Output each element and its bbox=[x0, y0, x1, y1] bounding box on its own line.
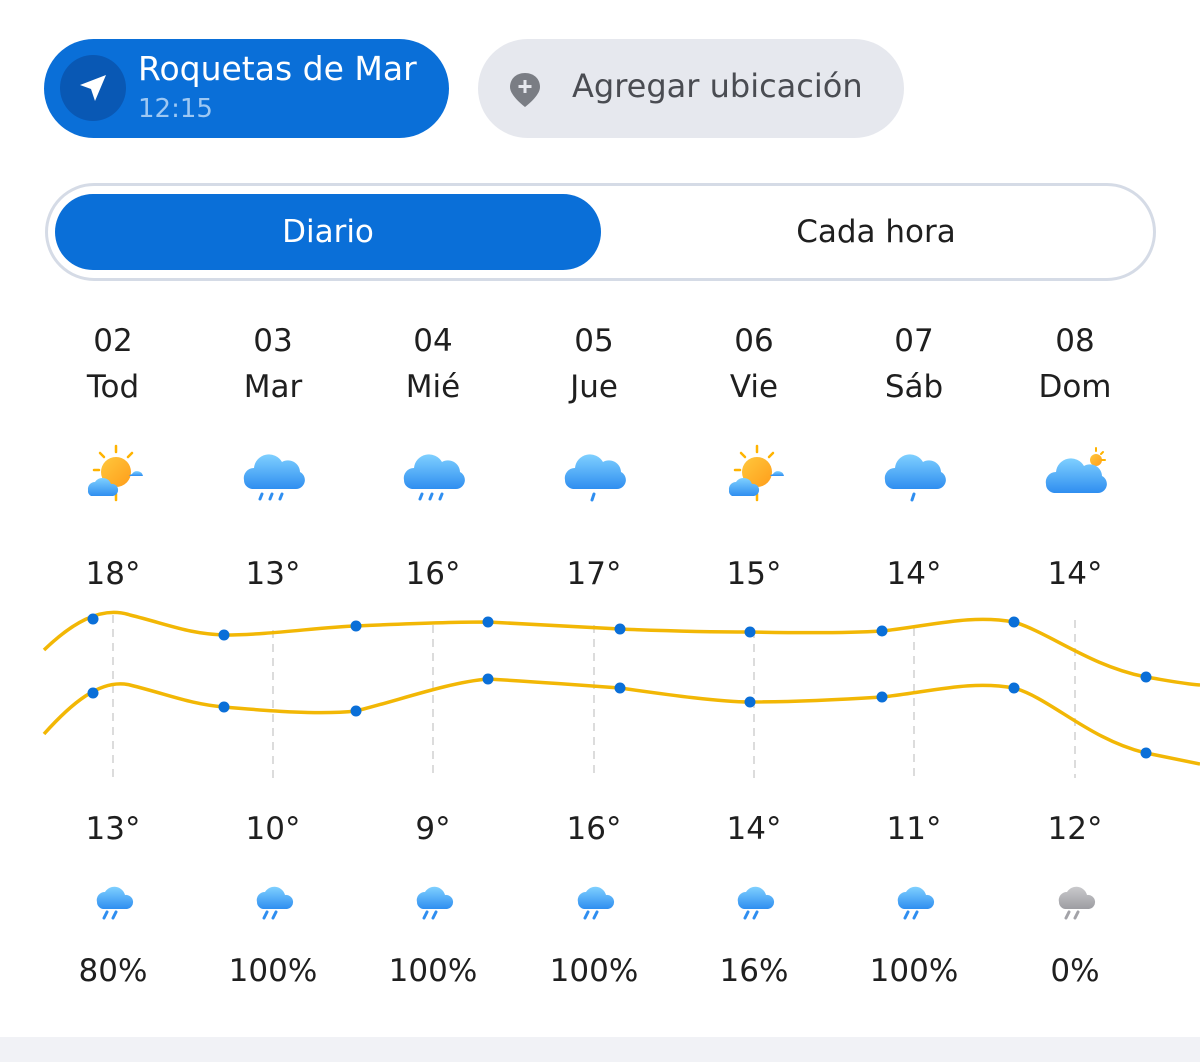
high-temp: 14° bbox=[886, 556, 942, 592]
day-number: 06 bbox=[734, 323, 774, 359]
day-number: 05 bbox=[574, 323, 614, 359]
low-point bbox=[350, 705, 362, 717]
low-point bbox=[876, 691, 888, 703]
low-point bbox=[744, 696, 756, 708]
day-number: 08 bbox=[1055, 323, 1095, 359]
low-temp: 11° bbox=[886, 811, 942, 847]
day-name: Dom bbox=[1038, 369, 1112, 405]
low-temp: 9° bbox=[415, 811, 451, 847]
day-name: Jue bbox=[570, 369, 618, 405]
day-column: 05 Jue 17° 16° 100% bbox=[524, 318, 664, 989]
low-point bbox=[1008, 682, 1020, 694]
temperature-curves bbox=[42, 610, 1200, 778]
low-point bbox=[218, 701, 230, 713]
add-location-pin-icon bbox=[510, 73, 540, 107]
day-name: Sáb bbox=[884, 369, 944, 405]
day-column: 08 Dom 14° 12° 0% bbox=[1005, 318, 1145, 989]
high-point bbox=[87, 613, 99, 625]
high-point bbox=[350, 620, 362, 632]
low-point bbox=[614, 682, 626, 694]
high-point bbox=[1140, 671, 1152, 683]
day-number: 02 bbox=[93, 323, 133, 359]
day-column: 04 Mié 16° 9° 100% bbox=[363, 318, 503, 989]
rain-cloud-icon bbox=[737, 886, 775, 920]
low-temp: 16° bbox=[566, 811, 622, 847]
day-column: 07 Sáb 14° 11° 100% bbox=[844, 318, 984, 989]
high-point bbox=[744, 626, 756, 638]
day-name: Tod bbox=[86, 369, 140, 405]
low-point bbox=[87, 687, 99, 699]
day-number: 04 bbox=[413, 323, 453, 359]
rain-cloud-icon bbox=[256, 886, 294, 920]
bottom-divider bbox=[0, 1037, 1200, 1062]
heavy-rain-icon bbox=[403, 454, 465, 501]
high-point bbox=[876, 625, 888, 637]
day-column: 06 Vie 15° 14° 16% bbox=[684, 318, 824, 989]
cloudy-sun-icon bbox=[1045, 447, 1107, 493]
high-temp: 15° bbox=[726, 556, 782, 592]
high-temp: 16° bbox=[405, 556, 461, 592]
high-point bbox=[482, 616, 494, 628]
sun-cloud-icon bbox=[728, 444, 784, 502]
low-point bbox=[1140, 747, 1152, 759]
high-temp-curve bbox=[42, 610, 1200, 687]
high-point bbox=[1008, 616, 1020, 628]
low-temp: 10° bbox=[245, 811, 301, 847]
rain-cloud-icon bbox=[897, 886, 935, 920]
heavy-rain-icon bbox=[243, 454, 305, 501]
high-temp: 14° bbox=[1047, 556, 1103, 592]
rain-cloud-icon bbox=[416, 886, 454, 920]
high-temp: 17° bbox=[566, 556, 622, 592]
precip-probability: 100% bbox=[228, 953, 318, 989]
low-temp: 14° bbox=[726, 811, 782, 847]
day-number: 07 bbox=[894, 323, 934, 359]
low-temp: 12° bbox=[1047, 811, 1103, 847]
location-name: Roquetas de Mar bbox=[138, 49, 417, 88]
precip-probability: 80% bbox=[78, 953, 148, 989]
low-temp: 13° bbox=[85, 811, 141, 847]
precip-probability: 100% bbox=[388, 953, 478, 989]
location-time: 12:15 bbox=[138, 94, 213, 124]
sun-cloud-icon bbox=[87, 444, 143, 502]
light-rain-icon bbox=[564, 454, 626, 502]
add-location-button[interactable]: Agregar ubicación bbox=[478, 39, 904, 138]
tab-hourly[interactable]: Cada hora bbox=[796, 214, 956, 250]
view-mode-toggle: Diario Cada hora bbox=[45, 183, 1156, 281]
rain-cloud-icon bbox=[96, 886, 134, 920]
day-number: 03 bbox=[253, 323, 293, 359]
high-temp: 18° bbox=[85, 556, 141, 592]
precip-probability: 0% bbox=[1050, 953, 1100, 989]
high-temp: 13° bbox=[245, 556, 301, 592]
grey-rain-cloud-icon bbox=[1058, 886, 1096, 920]
tab-daily[interactable]: Diario bbox=[55, 194, 601, 270]
rain-cloud-icon bbox=[577, 886, 615, 920]
precip-probability: 100% bbox=[549, 953, 639, 989]
precip-probability: 100% bbox=[869, 953, 959, 989]
day-column: 02 Tod 18° 13° 80% bbox=[43, 318, 183, 989]
add-location-label: Agregar ubicación bbox=[572, 67, 863, 105]
high-point bbox=[218, 629, 230, 641]
day-name: Mar bbox=[243, 369, 303, 405]
precip-probability: 16% bbox=[719, 953, 789, 989]
day-column: 03 Mar 13° 10° 100% bbox=[203, 318, 343, 989]
high-point bbox=[614, 623, 626, 635]
navigation-arrow-icon bbox=[60, 55, 126, 121]
low-point bbox=[482, 673, 494, 685]
day-name: Vie bbox=[729, 369, 779, 405]
day-name: Mié bbox=[405, 369, 461, 405]
light-rain-icon bbox=[884, 454, 946, 502]
current-location-pill[interactable]: Roquetas de Mar 12:15 bbox=[44, 39, 449, 138]
